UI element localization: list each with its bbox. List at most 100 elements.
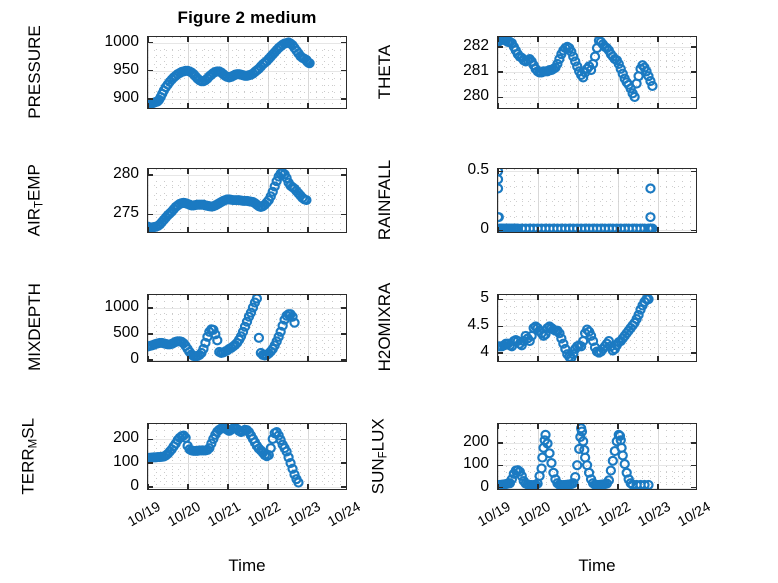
axis-tick-y [148, 97, 153, 100]
grid-lines [498, 169, 696, 232]
gridline-minor-v [220, 424, 221, 489]
axis-tick-x [307, 227, 309, 232]
ylabel-subscript: M [27, 438, 40, 448]
gridline-minor-v [642, 424, 643, 489]
axis-tick-x [267, 227, 269, 232]
gridline-minor-h [498, 470, 696, 472]
ylabel-h2omixra: H2OMIXRA [375, 282, 394, 372]
gridline-minor-v [682, 295, 683, 361]
axis-tick-x [307, 295, 309, 300]
axis-tick-x [537, 356, 539, 361]
xtick-label: 10/24 [674, 498, 713, 530]
gridline-major-v [148, 169, 149, 232]
gridline-major-h [148, 98, 346, 100]
axis-tick-y [498, 464, 503, 467]
gridline-major-v [148, 37, 149, 108]
gridline-minor-v [610, 295, 611, 361]
axis-tick-x [148, 37, 149, 42]
gridline-minor-v [626, 169, 627, 232]
gridline-minor-h [498, 84, 696, 86]
xtick-label: 10/19 [474, 498, 513, 530]
gridline-minor-v [666, 169, 667, 232]
gridline-minor-v [602, 169, 603, 232]
gridline-major-h [498, 47, 696, 49]
axis-tick-x [577, 227, 579, 232]
gridline-minor-v [514, 424, 515, 489]
axis-tick-x [537, 37, 539, 42]
gridline-minor-h [498, 78, 696, 80]
subplot-h2omixra [497, 294, 697, 362]
gridline-minor-h [148, 340, 346, 342]
gridline-minor-v [204, 37, 205, 108]
axis-tick-x [307, 356, 309, 361]
axis-tick-y [691, 486, 696, 489]
gridline-minor-v [284, 37, 285, 108]
gridline-minor-h [498, 91, 696, 93]
ytick-label: 0 [130, 476, 139, 494]
axis-tick-x [617, 37, 619, 42]
ylabel-main: TERR [18, 447, 38, 495]
axis-tick-x [148, 169, 149, 174]
axis-tick-x [657, 37, 659, 42]
gridline-minor-v [252, 424, 253, 489]
gridline-minor-v [180, 424, 181, 489]
gridline-minor-v [602, 295, 603, 361]
ytick-label: 1000 [104, 297, 139, 315]
ytick-label: 282 [463, 37, 489, 55]
axis-tick-x [657, 356, 659, 361]
xtick-label: 10/23 [634, 498, 673, 530]
ytick-label: 0 [480, 220, 489, 238]
gridline-major-h [148, 214, 346, 216]
gridline-major-h [148, 175, 346, 177]
gridline-minor-v [690, 424, 691, 489]
gridline-minor-v [156, 37, 157, 108]
subplot-theta [497, 36, 697, 109]
ylabel-main: AIR [24, 207, 44, 236]
gridline-minor-v [300, 424, 301, 489]
gridline-minor-v [650, 424, 651, 489]
axis-tick-y [148, 307, 153, 309]
gridline-minor-h [498, 319, 696, 321]
axis-tick-y [341, 213, 346, 216]
plot-box [147, 423, 347, 490]
gridline-minor-h [148, 185, 346, 187]
gridline-minor-v [316, 424, 317, 489]
xtick-label: 10/21 [204, 498, 243, 530]
gridline-minor-v [594, 295, 595, 361]
axis-tick-y [691, 298, 696, 301]
plot-box [497, 168, 697, 233]
gridline-minor-v [666, 295, 667, 361]
gridline-minor-v [562, 424, 563, 489]
gridline-minor-h [148, 194, 346, 196]
ytick-label: 5 [480, 289, 489, 307]
gridline-major-v [268, 37, 269, 108]
gridline-minor-v [594, 169, 595, 232]
gridline-minor-h [148, 320, 346, 322]
gridline-minor-v [164, 169, 165, 232]
gridline-minor-h [498, 186, 696, 188]
ytick-label: 200 [113, 429, 139, 447]
axis-tick-x [187, 103, 189, 108]
axis-tick-y [498, 96, 503, 99]
gridline-minor-v [530, 424, 531, 489]
xlabel-left: Time [228, 556, 266, 575]
axis-tick-x [148, 356, 149, 361]
axis-tick-y [148, 359, 153, 361]
axis-tick-y [148, 174, 153, 177]
gridline-minor-h [498, 459, 696, 461]
axis-tick-x [227, 356, 229, 361]
ylabel-subscript: T [33, 200, 46, 208]
figure-title: Figure 2 medium [177, 8, 317, 27]
axis-tick-y [498, 352, 503, 355]
gridline-minor-v [642, 295, 643, 361]
gridline-minor-h [148, 84, 346, 86]
gridline-minor-v [292, 37, 293, 108]
gridline-minor-v [260, 169, 261, 232]
gridline-minor-v [156, 169, 157, 232]
ytick-label: 950 [113, 60, 139, 78]
axis-tick-x [657, 424, 659, 429]
axis-tick-y [148, 213, 153, 216]
gridline-major-v [578, 169, 579, 232]
axis-tick-x [307, 424, 309, 429]
axis-tick-x [227, 169, 229, 174]
